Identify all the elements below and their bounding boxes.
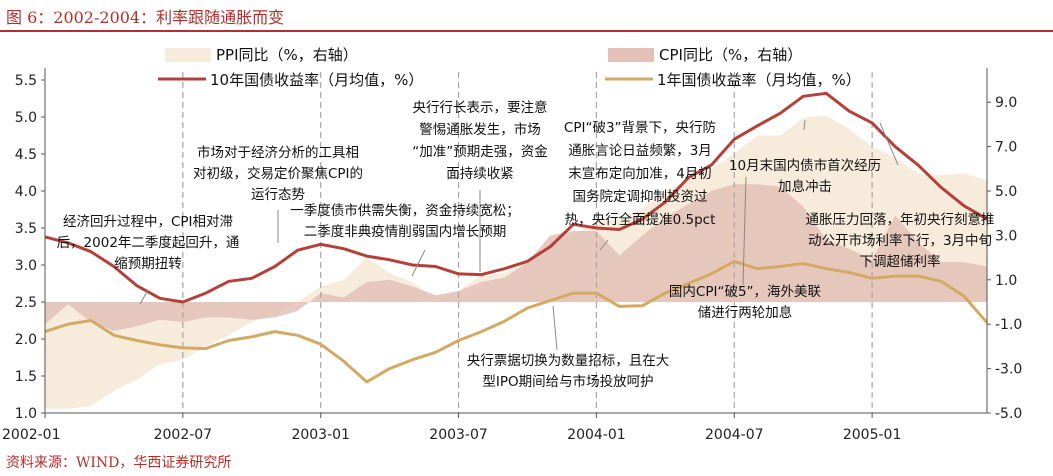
annotation-4-line: “加准”预期走强，资金 (412, 144, 548, 160)
y-left-tick-label: 3.5 (15, 221, 37, 237)
annotation-5-line: CPI“破3”背景下，央行防 (564, 120, 716, 136)
annotation-leader-5 (599, 239, 609, 251)
y-left-tick-label: 2.5 (15, 295, 37, 311)
annotation-5-line: 热，央行全面提准0.5pct (565, 211, 716, 228)
y-left-tick-label: 1.5 (15, 369, 37, 385)
annotation-1-line: 后，2002年二季度起回升，通 (57, 235, 240, 251)
y-right-tick-label: -1.0 (995, 317, 1022, 333)
y-left-tick-label: 1.0 (15, 406, 37, 422)
annotation-8-line: 国内CPI“破5”，海外美联 (669, 284, 822, 300)
annotation-leader-8 (742, 176, 747, 286)
x-tick-label: 2004-01 (567, 427, 626, 443)
y1-line (44, 259, 989, 384)
legend-swatch-cpi (608, 48, 654, 62)
annotation-7-line: 通胀压力回落，年初央行刻意推 (806, 211, 995, 228)
annotation-2-line: 市场对于经济分析的工具相 (197, 144, 359, 161)
annotation-3-line: 一季度债市供需失衡，资金持续宽松； (290, 202, 520, 219)
annotation-leader-1 (139, 289, 149, 305)
title-rule (0, 30, 1053, 32)
annotation-9-line: 型IPO期间给与市场投放呵护 (482, 373, 653, 390)
legend-label-y10: 10年国债收益率（月均值，%） (210, 71, 423, 89)
legend-label-cpi: CPI同比（%，右轴） (659, 46, 802, 64)
legend-label-y1: 1年国债收益率（月均值，%） (657, 71, 861, 89)
x-tick-label: 2005-01 (843, 427, 902, 443)
y-left-tick-label: 5.0 (15, 110, 37, 126)
y-right-tick-label: 1.0 (995, 273, 1017, 289)
x-tick-label: 2002-07 (154, 427, 213, 443)
annotation-leader-3 (411, 249, 426, 277)
legend-swatch-ppi (165, 48, 211, 62)
annotation-leader-7 (879, 122, 899, 166)
annotation-7-line: 下调超储利率 (860, 253, 941, 270)
annotation-4-line: 央行行长表示，要注意 (413, 99, 548, 116)
legend-label-ppi: PPI同比（%，右轴） (216, 46, 358, 64)
y-right-tick-label: -3.0 (995, 362, 1022, 378)
y-right-tick-label: 5.0 (995, 184, 1017, 200)
x-tick-label: 2002-01 (2, 427, 61, 443)
y-right-tick-label: 3.0 (995, 228, 1017, 244)
y-left-tick-label: 3.0 (15, 258, 37, 274)
y-right-tick-label: 7.0 (995, 140, 1017, 156)
annotation-leader-9 (552, 305, 558, 351)
annotation-1-line: 缩预期扭转 (114, 256, 182, 272)
y-right-tick-label: 9.0 (995, 95, 1017, 111)
annotation-6-line: 加息冲击 (778, 178, 832, 195)
x-tick-label: 2004-07 (705, 427, 764, 443)
annotation-3-line: 二季度非典疫情削弱国内增长预期 (304, 224, 507, 240)
annotation-5-line: 国务院定调抑制投资过 (573, 189, 708, 205)
x-tick-label: 2003-07 (429, 427, 488, 443)
figure-title: 图 6：2002-2004：利率跟随通胀而变 (6, 8, 285, 27)
y-left-tick-label: 4.0 (15, 184, 37, 200)
annotation-1-line: 经济回升过程中，CPI相对滞 (63, 214, 233, 230)
annotation-5-line: 通胀言论日益频繁，3月 (568, 143, 712, 159)
annotation-5-line: 末宣布定向加准，4月初 (568, 165, 712, 182)
y-left-tick-label: 5.5 (15, 73, 37, 89)
y-left-tick-label: 4.5 (15, 147, 37, 163)
annotation-leader-6 (803, 119, 806, 131)
y-left-tick-label: 2.0 (15, 332, 37, 348)
y10-line (44, 91, 988, 304)
source-note: 资料来源：WIND，华西证券研究所 (6, 455, 232, 471)
annotation-4-line: 警惕通胀发生，市场 (419, 121, 541, 138)
annotation-2-line: 运行态势 (251, 187, 305, 203)
y-right-tick-label: -5.0 (995, 406, 1022, 422)
annotation-9-line: 央行票据切换为数量招标，且在大 (467, 353, 670, 369)
annotation-4-line: 面持续收紧 (446, 166, 514, 182)
annotation-6-line: 10月末国内债市首次经历 (729, 157, 881, 174)
cpi-area (45, 184, 987, 331)
x-tick-label: 2003-01 (291, 427, 350, 443)
annotation-2-line: 对初级，交易定价聚焦CPI的 (193, 165, 363, 182)
annotation-8-line: 储进行两轮加息 (698, 304, 793, 321)
annotation-7-line: 动公开市场利率下行，3月中旬 (808, 232, 992, 249)
